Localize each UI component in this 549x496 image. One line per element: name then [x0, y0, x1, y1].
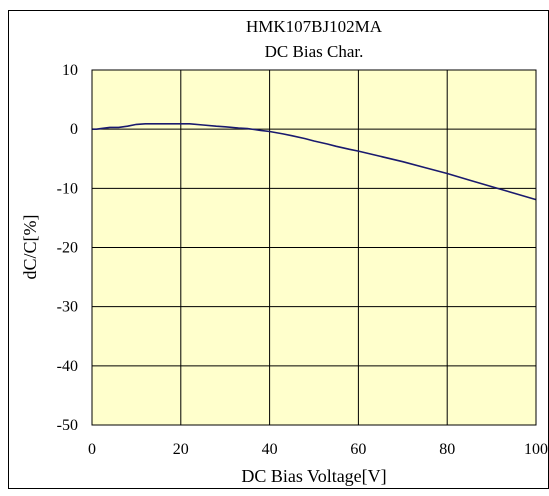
x-axis-label: DC Bias Voltage[V]: [241, 466, 386, 486]
x-tick-label: 0: [88, 441, 96, 458]
y-tick-label: -40: [57, 358, 78, 375]
y-tick-label: -10: [57, 180, 78, 197]
x-tick-label: 60: [350, 441, 366, 458]
y-tick-label: -30: [57, 299, 78, 316]
x-tick-label: 100: [524, 441, 548, 458]
y-tick-label: 10: [62, 62, 78, 79]
gridlines: [92, 70, 536, 425]
series-line: [92, 123, 537, 201]
y-tick-label: 0: [70, 121, 78, 138]
y-axis-label: dC/C[%]: [20, 215, 40, 280]
x-tick-label: 80: [439, 441, 455, 458]
y-tick-label: -20: [57, 240, 78, 257]
plot-frame: [91, 69, 537, 426]
y-tick-labels: 10 0 -10 -20 -30 -40 -50: [57, 62, 78, 434]
x-tick-label: 20: [173, 441, 189, 458]
chart-subtitle: DC Bias Char.: [265, 42, 364, 61]
chart-title: HMK107BJ102MA: [246, 17, 383, 36]
x-tick-label: 40: [262, 441, 278, 458]
y-tick-label: -50: [57, 417, 78, 434]
x-tick-labels: 0 20 40 60 80 100: [88, 441, 548, 458]
series-group: [92, 123, 537, 201]
